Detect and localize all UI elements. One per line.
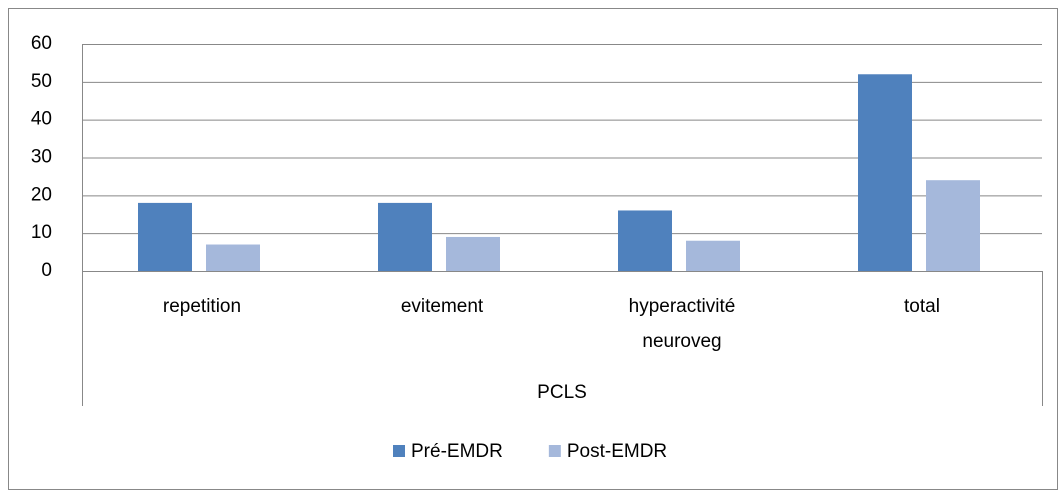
- y-tick-label: 30: [31, 147, 52, 168]
- y-tick-label: 50: [31, 71, 52, 92]
- x-tick-label: repetition: [163, 296, 241, 317]
- category-group-label: PCLS: [537, 382, 587, 403]
- x-tick-label: evitement: [401, 296, 484, 317]
- bar: [138, 202, 192, 271]
- bar: [686, 240, 740, 271]
- y-tick-label: 10: [31, 222, 52, 243]
- bar: [206, 244, 260, 271]
- bar: [378, 202, 432, 271]
- x-tick-label: hyperactivité neuroveg: [629, 296, 736, 352]
- legend-swatch: [393, 445, 405, 457]
- legend-label: Post-EMDR: [567, 441, 667, 462]
- bar: [926, 180, 980, 271]
- legend-swatch: [548, 445, 561, 457]
- bar: [858, 74, 912, 272]
- x-tick-label: total: [904, 296, 940, 317]
- y-tick-label: 0: [41, 260, 52, 281]
- bar: [446, 236, 500, 271]
- legend-label: Pré-EMDR: [411, 441, 503, 462]
- y-tick-label: 40: [31, 109, 52, 130]
- y-tick-label: 60: [31, 33, 52, 54]
- bar: [618, 210, 672, 271]
- y-tick-label: 20: [31, 184, 52, 205]
